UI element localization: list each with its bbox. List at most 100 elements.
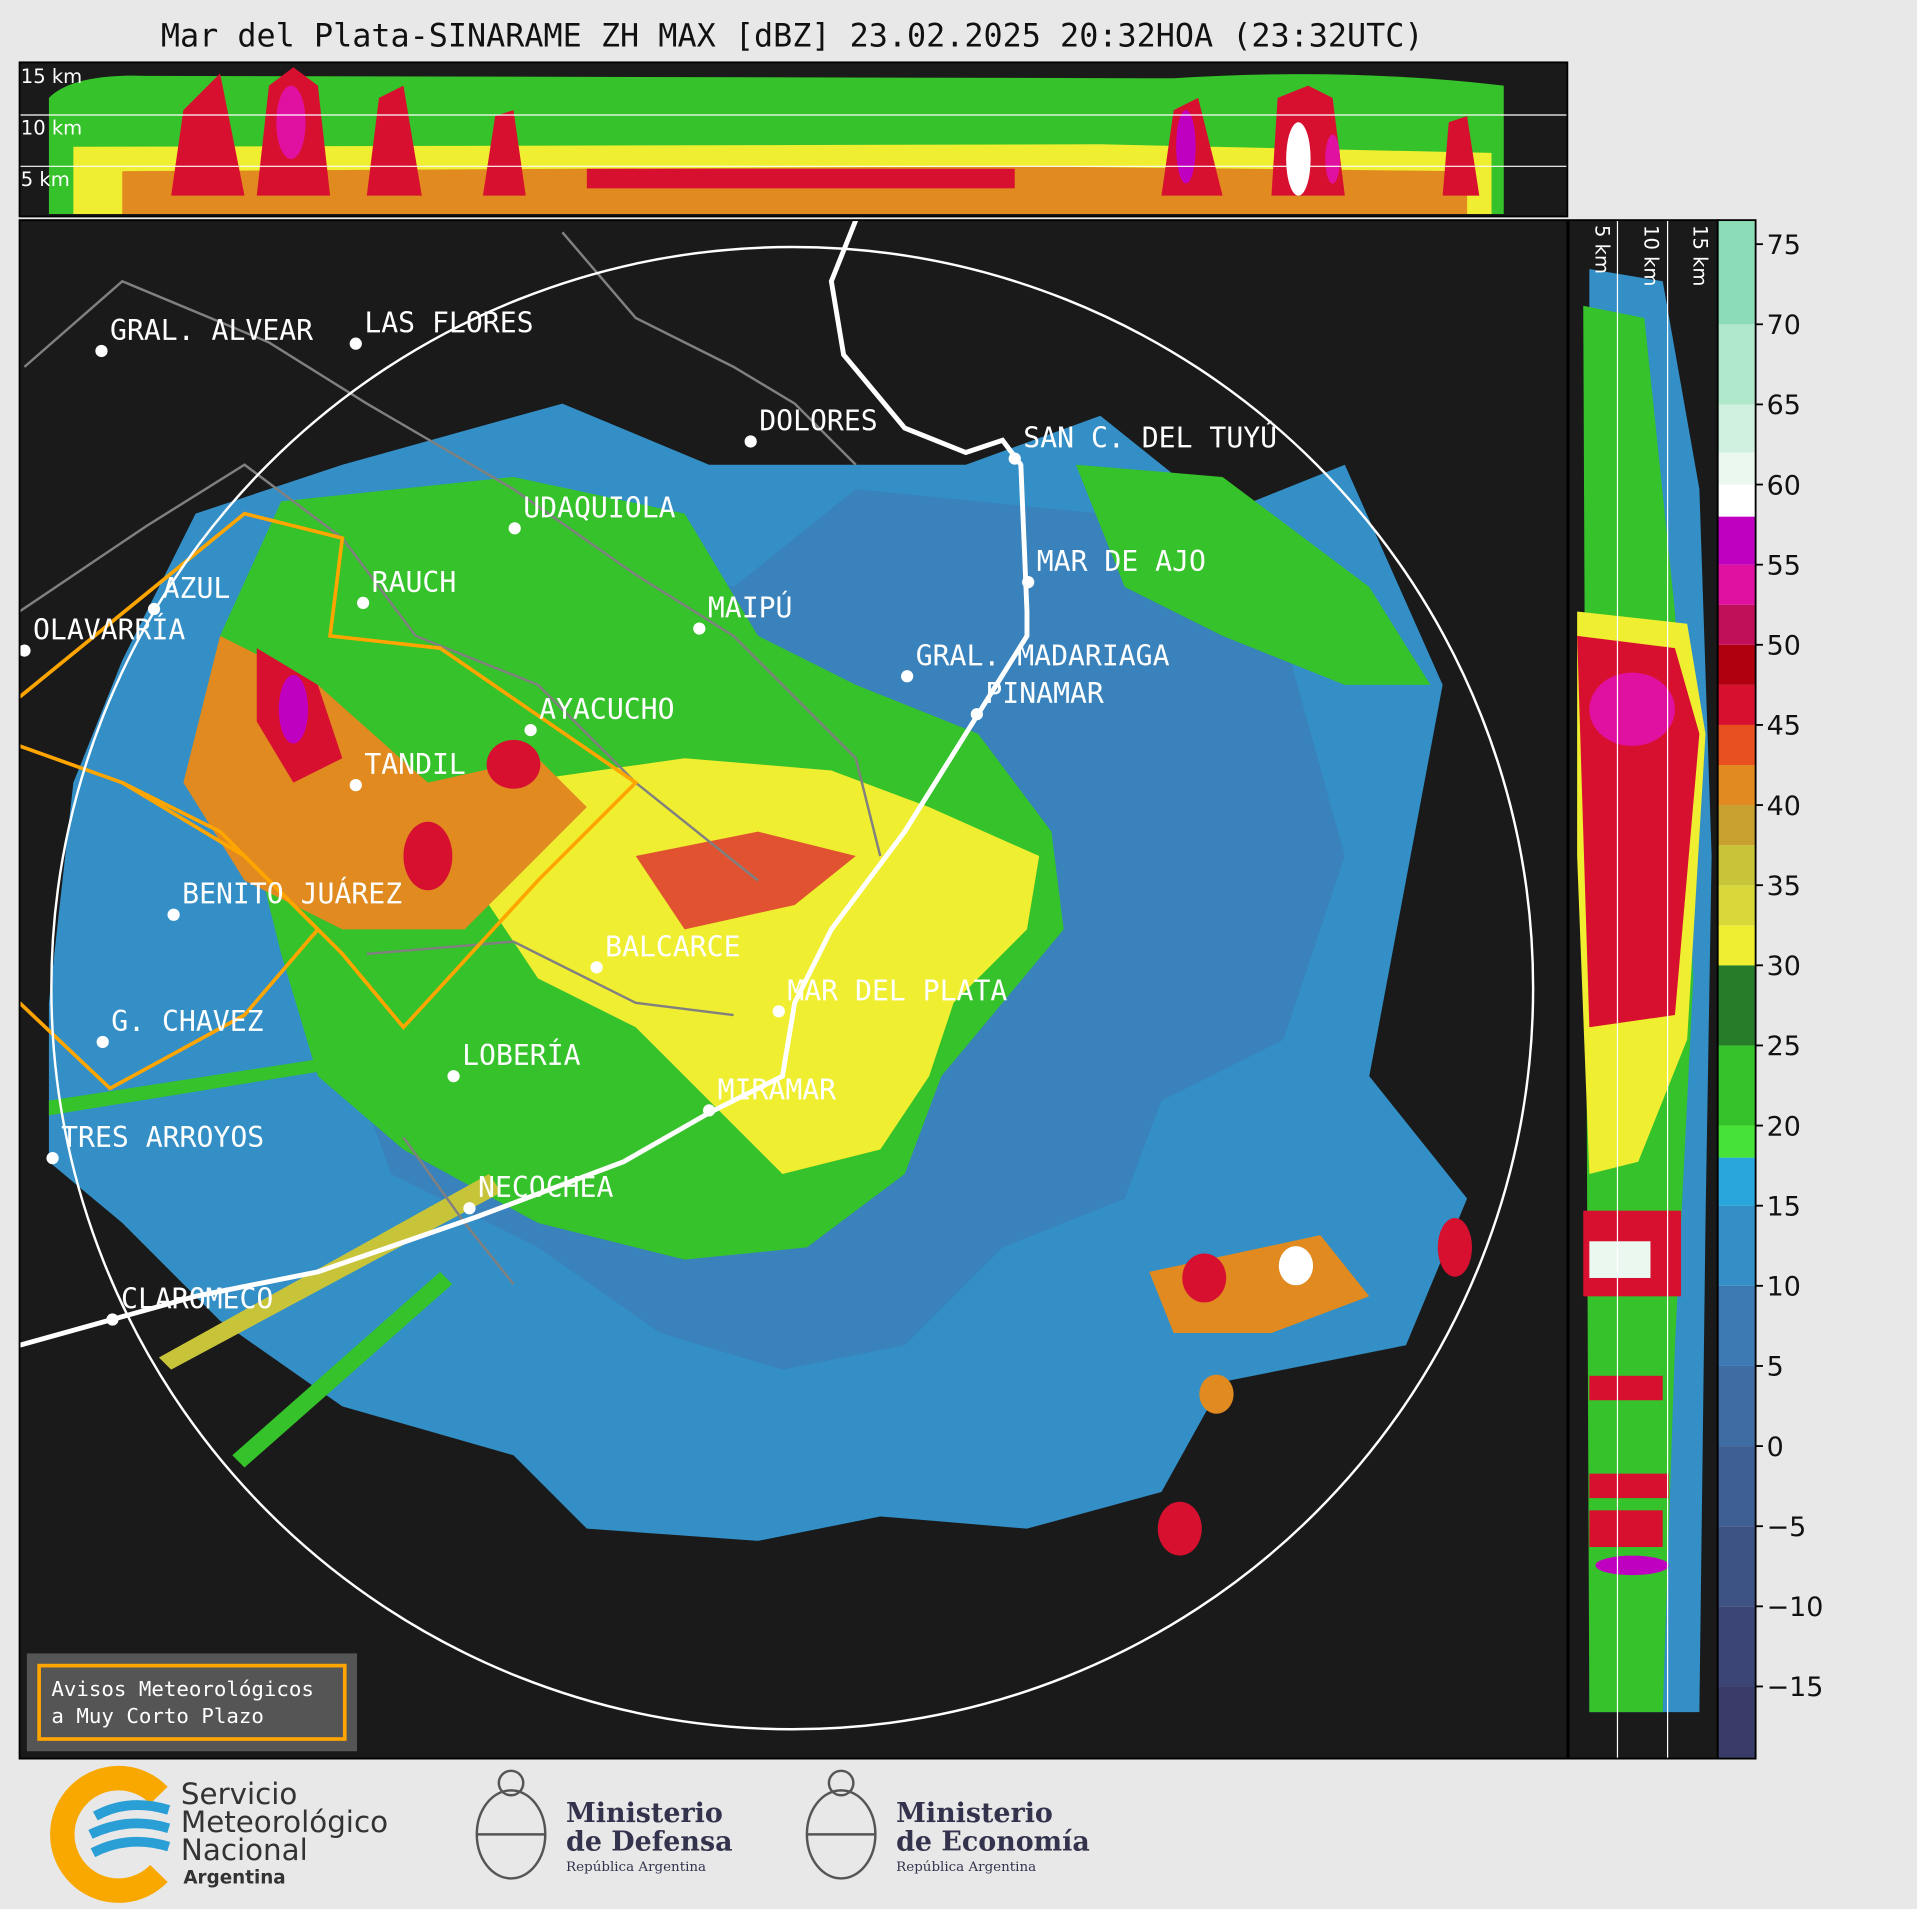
- colorbar-tick-label: 60: [1767, 470, 1801, 501]
- city-marker: [744, 435, 757, 448]
- colorbar-segment: [1717, 484, 1756, 517]
- city-marker: [356, 596, 370, 610]
- city-marker: [95, 344, 108, 358]
- side-cross-section: [1568, 220, 1718, 1759]
- colorbar-segment: [1717, 764, 1756, 806]
- city-label: AZUL: [163, 572, 231, 605]
- city-marker: [901, 670, 914, 683]
- colorbar-tick-label: 70: [1767, 310, 1801, 341]
- colorbar-tick-label: 75: [1767, 230, 1801, 261]
- city-label: RAUCH: [372, 566, 457, 599]
- city-label: UDAQUIOLA: [523, 491, 675, 524]
- city-marker: [147, 602, 161, 616]
- city-label: LAS FLORES: [364, 307, 533, 340]
- city-label: GRAL. ALVEAR: [110, 314, 313, 347]
- warning-text: a Muy Corto Plazo: [51, 1704, 264, 1728]
- colorbar-segment: [1717, 644, 1756, 685]
- height-label: 10 km: [21, 117, 82, 140]
- logo-text: Servicio: [181, 1777, 297, 1811]
- colorbar-tick-label: 45: [1767, 711, 1801, 742]
- logo-text: Ministerio: [896, 1798, 1053, 1829]
- colorbar-segment: [1717, 965, 1756, 1046]
- colorbar-tick-label: 15: [1767, 1191, 1801, 1222]
- logo-text: República Argentina: [896, 1860, 1036, 1875]
- city-label: NECOCHEA: [478, 1171, 613, 1204]
- city-label: OLAVARRÍA: [33, 613, 185, 647]
- logo-text: República Argentina: [566, 1860, 706, 1875]
- colorbar-segment: [1717, 604, 1756, 645]
- colorbar-tick-label: 40: [1767, 791, 1801, 822]
- colorbar-segment: [1717, 1125, 1756, 1158]
- city-label: PINAMAR: [985, 677, 1104, 710]
- city-marker: [693, 622, 706, 635]
- city-marker: [19, 644, 31, 657]
- city-marker: [167, 908, 180, 921]
- colorbar-frame: [1716, 219, 1757, 1760]
- city-label: DOLORES: [759, 404, 877, 437]
- colorbar-segment: [1717, 1446, 1756, 1527]
- colorbar-tick-label: 50: [1767, 631, 1801, 662]
- colorbar-segment: [1717, 324, 1756, 405]
- colorbar-tick-label: −15: [1767, 1672, 1824, 1703]
- colorbar-tick-label: −5: [1767, 1512, 1807, 1543]
- city-label: G. CHAVEZ: [111, 1005, 263, 1038]
- city-label: TANDIL: [364, 748, 466, 781]
- title: Mar del Plata-SINARAME ZH MAX [dBZ] 23.0…: [161, 17, 1424, 54]
- city-label: SAN C. DEL TUYÚ: [1023, 421, 1277, 455]
- height-label: 5 km: [1590, 225, 1613, 274]
- top-cross-section: [19, 62, 1568, 217]
- logo-text: de Economía: [896, 1826, 1090, 1857]
- logo-text: Nacional: [181, 1833, 308, 1867]
- height-label: 10 km: [1639, 225, 1662, 286]
- warning-text: Avisos Meteorológicos: [51, 1677, 314, 1701]
- colorbar-segment: [1717, 684, 1756, 725]
- city-label: BALCARCE: [605, 930, 740, 963]
- colorbar-segment: [1717, 1157, 1756, 1206]
- colorbar-segment: [1717, 452, 1756, 485]
- colorbar-segment: [1717, 845, 1756, 886]
- city-marker: [106, 1313, 119, 1326]
- colorbar-segment: [1717, 925, 1756, 966]
- height-label: 15 km: [21, 65, 82, 88]
- coat-of-arms: [475, 1769, 877, 1880]
- city-marker: [590, 961, 603, 974]
- colorbar-tick-label: 25: [1767, 1031, 1801, 1062]
- city-marker: [508, 522, 521, 535]
- smn-logo: [50, 1765, 171, 1903]
- city-label: GRAL. MADARIAGA: [916, 639, 1170, 672]
- top-frame: [18, 61, 1569, 218]
- city-label: MAR DEL PLATA: [787, 974, 1007, 1007]
- colorbar-segment: [1717, 1686, 1756, 1759]
- colorbar-tick-label: 35: [1767, 871, 1801, 902]
- city-label: CLAROMECO: [121, 1283, 273, 1316]
- logo-text: de Defensa: [566, 1826, 732, 1857]
- city-marker: [447, 1070, 460, 1083]
- colorbar-segment: [1717, 1205, 1756, 1286]
- colorbar-tick-label: 55: [1767, 550, 1801, 581]
- city-label: MAIPÚ: [708, 591, 793, 625]
- colorbar-tick-label: 20: [1767, 1111, 1801, 1142]
- colorbar-segment: [1717, 220, 1756, 325]
- logo-text: Meteorológico: [181, 1805, 388, 1839]
- city-label: TRES ARROYOS: [61, 1121, 264, 1154]
- city-marker: [702, 1104, 716, 1117]
- city-marker: [463, 1202, 476, 1215]
- colorbar-segment: [1717, 1365, 1756, 1447]
- colorbar-segment: [1717, 885, 1756, 926]
- logo-text: Ministerio: [566, 1798, 723, 1829]
- colorbar-segment: [1717, 724, 1756, 765]
- radar-map: GRAL. ALVEAR LAS FLORES DOLORES SAN C. DEL …: [19, 220, 1568, 1759]
- city-marker: [772, 1005, 785, 1018]
- colorbar-segment: [1717, 1045, 1756, 1126]
- colorbar-segment: [1717, 404, 1756, 453]
- city-marker: [1008, 452, 1021, 465]
- colorbar-tick-label: 30: [1767, 951, 1801, 982]
- city-marker: [1022, 576, 1035, 589]
- city-label: AYACUCHO: [539, 693, 674, 726]
- city-label: BENITO JUÁREZ: [182, 877, 402, 911]
- city-marker: [349, 779, 362, 792]
- colorbar-segment: [1717, 1606, 1756, 1687]
- colorbar-tick-label: 5: [1767, 1352, 1784, 1383]
